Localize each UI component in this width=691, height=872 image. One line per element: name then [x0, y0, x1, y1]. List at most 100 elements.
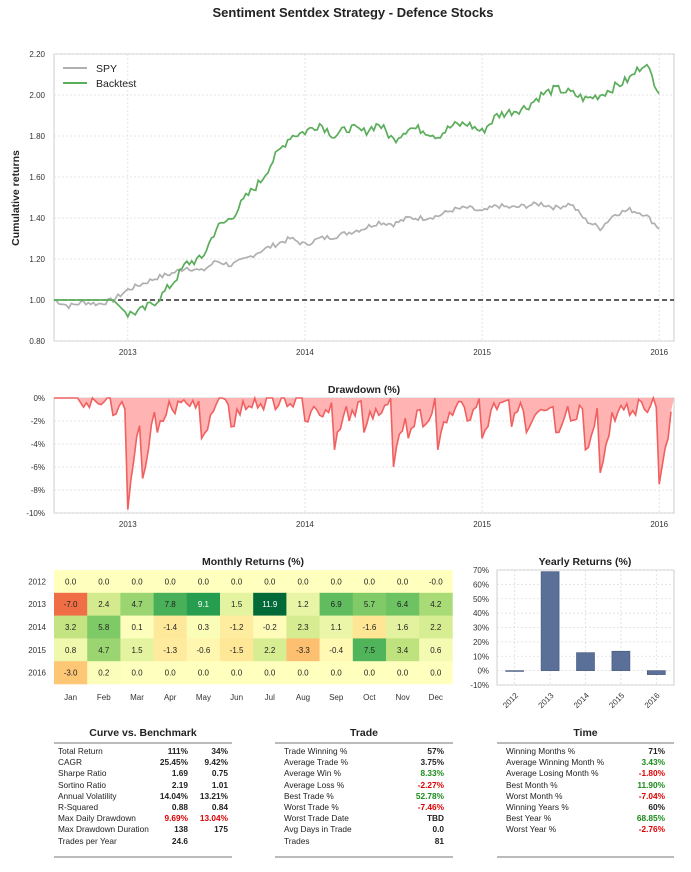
equity-y-ticks: 0.80 1.00 1.20 1.40 1.60 1.80 2.00 2.20 — [29, 50, 45, 346]
stat-benchmark-value: 13.21% — [199, 790, 228, 801]
table-row: Average Losing Month % -1.80% — [506, 768, 665, 779]
stat-label: Annual Volatility — [58, 790, 117, 801]
table-curve-vs-benchmark: Total Return 111% 34% CAGR 25.45% 9.42% Sharpe… — [58, 746, 228, 847]
stat-value: 111% — [167, 746, 188, 756]
heatmap-cell-value: 1.5 — [131, 646, 143, 655]
heatmap-cell-value: 0.0 — [264, 577, 276, 586]
drawdown-x-tick: 2014 — [296, 520, 314, 529]
heatmap-cell — [286, 615, 320, 639]
stat-value: 24.6 — [171, 835, 188, 846]
stat-label: Winning Months % — [506, 746, 576, 756]
heatmap-cell-value: 0.0 — [430, 669, 442, 678]
heatmap-cell-value: 0.0 — [98, 577, 110, 586]
heatmap-cell-value: 6.4 — [397, 600, 409, 609]
heatmap-row-label: 2014 — [28, 623, 46, 632]
heatmap-column-label: May — [196, 693, 211, 702]
yearly-x-tick: 2014 — [572, 691, 591, 710]
yearly-title: Yearly Returns (%) — [539, 556, 632, 568]
drawdown-y-tick: -4% — [31, 440, 45, 449]
stat-label: Max Drawdown Duration — [58, 824, 149, 835]
stat-label: Average Winning Month % — [506, 757, 605, 768]
table-row: Sortino Ratio 2.19 1.01 — [58, 780, 228, 791]
heatmap-cell — [319, 592, 354, 616]
stat-label: Max Daily Drawdown — [58, 813, 136, 824]
heatmap-cell-value: -3.3 — [296, 646, 310, 655]
drawdown-x-tick: 2016 — [650, 520, 668, 529]
drawdown-y-tick: -2% — [31, 417, 45, 426]
table-row: CAGR 25.45% 9.42% — [58, 757, 228, 768]
legend-label-backtest: Backtest — [96, 78, 136, 90]
stat-benchmark-value: 9.42% — [204, 757, 228, 768]
monthly-returns-heatmap: Monthly Returns (%) 0.0 0.0 0.0 0.0 0.0 0.0 0.… — [28, 556, 453, 702]
heatmap-column-label: Nov — [395, 693, 409, 702]
yearly-bar-2015 — [611, 650, 631, 671]
heatmap-row-label: 2012 — [28, 577, 46, 586]
stat-value: 9.69% — [164, 813, 188, 824]
heatmap-cell-value: 0.0 — [297, 669, 309, 678]
yearly-grid — [497, 569, 674, 686]
stat-benchmark-value: 13.04% — [199, 813, 228, 824]
equity-y-tick: 1.20 — [29, 255, 45, 264]
heatmap-cell-value: 0.0 — [264, 669, 276, 678]
yearly-bar-2014 — [576, 652, 595, 671]
heatmap-cell — [153, 592, 188, 616]
heatmap-cell — [319, 570, 354, 594]
heatmap-cell-value: 7.5 — [364, 646, 376, 655]
heatmap-cell — [352, 615, 387, 639]
stat-benchmark-value: 1.01 — [211, 779, 228, 790]
stat-value: 11.90% — [637, 779, 665, 790]
stat-value: 71% — [648, 746, 665, 756]
heatmap-cell — [153, 661, 188, 685]
stat-label: Average Trade % — [284, 757, 348, 768]
heatmap-cell — [352, 592, 387, 616]
stat-label: CAGR — [58, 757, 82, 768]
heatmap-cell-value: 1.5 — [231, 600, 243, 609]
heatmap-cell-value: 0.0 — [231, 577, 243, 586]
drawdown-y-tick: 0% — [33, 394, 45, 403]
equity-grid — [54, 53, 674, 342]
heatmap-cell-value: 0.0 — [397, 577, 409, 586]
yearly-y-tick: 30% — [473, 624, 489, 633]
heatmap-cell — [120, 638, 154, 662]
heatmap-cell-value: 1.6 — [397, 623, 409, 632]
heatmap-column-label: Jun — [230, 693, 243, 702]
stat-value: 57% — [427, 746, 444, 756]
stat-value: TBD — [426, 813, 444, 824]
heatmap-cell — [386, 638, 420, 662]
heatmap-column-label: Jul — [265, 693, 275, 702]
stat-value: 60% — [648, 802, 665, 813]
stat-value: -2.76% — [638, 824, 665, 835]
table-row: R-Squared 0.88 0.84 — [58, 802, 228, 813]
heatmap-cell-value: 0.0 — [65, 577, 77, 586]
equity-y-tick: 1.40 — [29, 214, 45, 223]
heatmap-cell — [286, 638, 320, 662]
heatmap-cell-value: 0.0 — [165, 577, 177, 586]
heatmap-cell — [153, 615, 188, 639]
equity-y-tick: 1.60 — [29, 173, 45, 182]
table-row: Avg Days in Trade 0.0 — [284, 824, 444, 835]
equity-x-tick: 2013 — [119, 348, 137, 357]
drawdown-y-ticks: 0% -2% -4% -6% -8% -10% — [26, 394, 45, 518]
stat-benchmark-value: 175 — [214, 824, 228, 835]
yearly-x-tick: 2015 — [607, 691, 626, 710]
table-row: Average Winning Month % 3.43% — [506, 757, 665, 768]
stat-value: 81 — [434, 835, 444, 846]
heatmap-cell — [120, 592, 154, 616]
heatmap-cell-value: -1.6 — [363, 623, 377, 632]
heatmap-cell — [319, 661, 354, 685]
heatmap-cell-value: 0.3 — [198, 623, 210, 632]
drawdown-title: Drawdown (%) — [328, 384, 400, 396]
stat-label: Total Return — [58, 746, 103, 756]
heatmap-cell-value: 9.1 — [198, 600, 210, 609]
heatmap-cell — [419, 661, 453, 685]
equity-y-tick: 1.00 — [29, 296, 45, 305]
heatmap-cell — [253, 592, 287, 616]
stat-label: Best Month % — [506, 779, 558, 790]
heatmap-cell — [319, 615, 354, 639]
heatmap-row-label: 2016 — [28, 669, 46, 678]
heatmap-cell — [54, 638, 88, 662]
yearly-x-ticks: 2012 2013 2014 2015 2016 — [501, 691, 662, 710]
table-row: Max Drawdown Duration 138 175 — [58, 824, 228, 835]
heatmap-cell — [286, 570, 320, 594]
stat-label: Average Win % — [284, 768, 342, 779]
